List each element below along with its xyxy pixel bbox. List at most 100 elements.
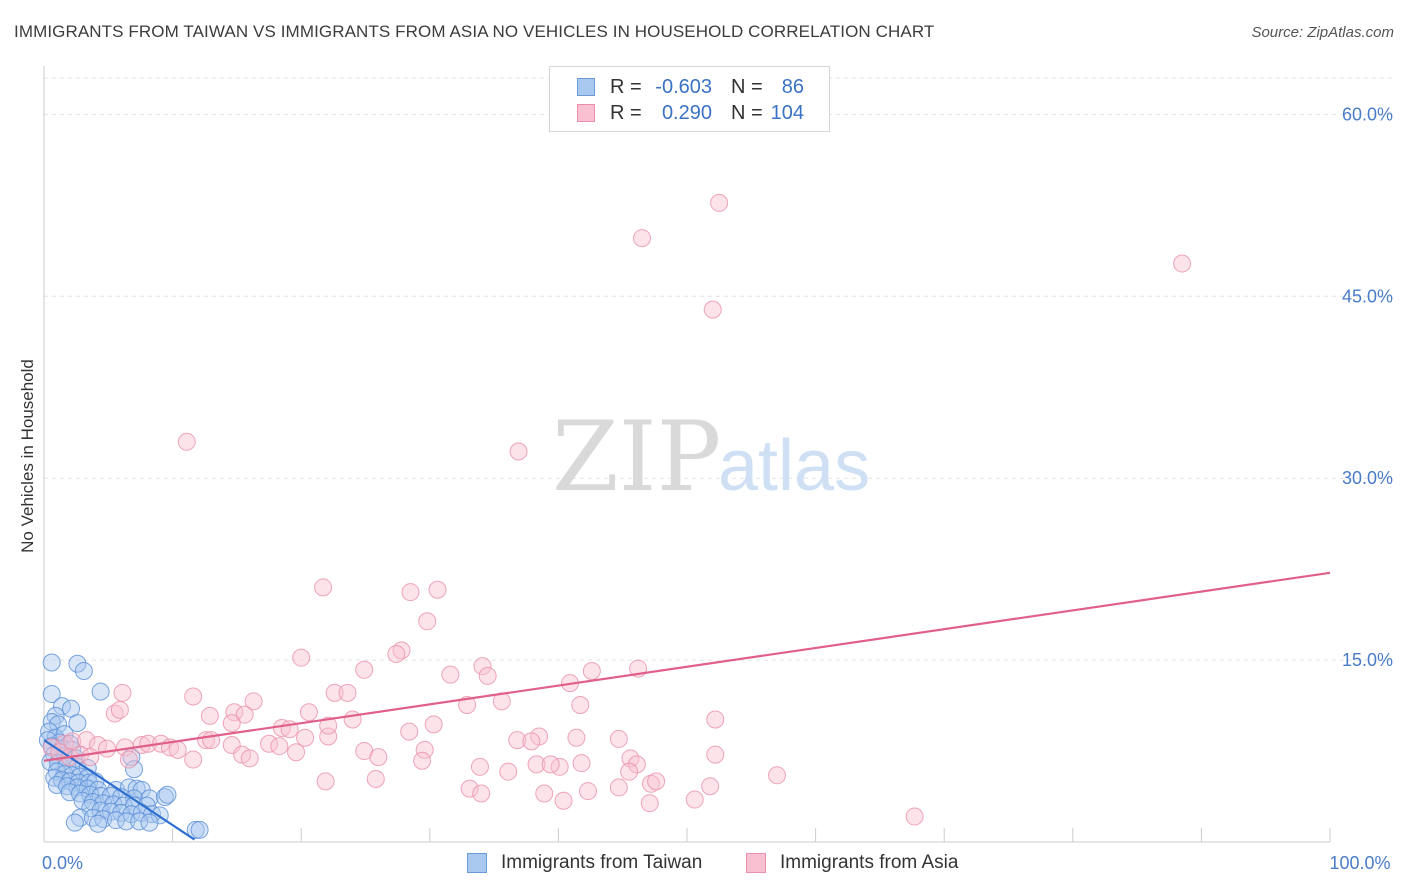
taiwan-point <box>140 789 159 808</box>
asia-point <box>706 745 725 764</box>
asia-point <box>578 782 597 801</box>
asia-point <box>343 710 362 729</box>
asia-point <box>413 751 432 770</box>
asia-point <box>473 657 492 676</box>
source-label: Source: ZipAtlas.com <box>1251 24 1394 41</box>
correlation-legend: R = -0.603 N = 86 R = 0.290 N = 104 <box>549 66 830 132</box>
legend-r-label: R = <box>610 76 642 98</box>
legend-n-label: N = <box>731 76 763 98</box>
asia-point <box>387 645 406 664</box>
asia-point <box>415 740 434 759</box>
x-tick-label: 100.0% <box>1329 853 1390 873</box>
asia-point <box>703 300 722 319</box>
asia-point <box>244 692 263 711</box>
trend-lines <box>43 571 1331 841</box>
asia-point <box>641 774 660 793</box>
asia-point <box>113 683 132 702</box>
taiwan-point <box>91 682 110 701</box>
taiwan-point <box>42 653 61 672</box>
asia-point <box>701 777 720 796</box>
asia-point <box>905 807 924 826</box>
legend-swatch-taiwan <box>577 78 595 96</box>
asia-point <box>470 757 489 776</box>
taiwan-point <box>155 788 174 807</box>
asia-point <box>287 743 306 762</box>
bottom-legend-label-asia: Immigrants from Asia <box>780 852 959 873</box>
asia-point <box>441 665 460 684</box>
taiwan-point <box>190 820 209 839</box>
legend-n-label: N = <box>731 102 763 124</box>
asia-point <box>392 641 411 660</box>
asia-point <box>270 737 289 756</box>
asia-point <box>98 739 117 758</box>
legend-n-value: 104 <box>770 102 804 124</box>
asia-point <box>401 583 420 602</box>
asia-point <box>225 703 244 722</box>
asia-point <box>235 705 254 724</box>
asia-point <box>571 695 590 714</box>
legend-swatch-asia <box>577 104 595 122</box>
asia-point <box>296 728 315 747</box>
asia-point <box>338 683 357 702</box>
asia-point <box>522 732 541 751</box>
x-tick-label: 0.0% <box>42 853 83 873</box>
taiwan-point <box>158 785 177 804</box>
asia-point <box>319 727 338 746</box>
taiwan-point <box>71 808 90 827</box>
asia-point <box>685 790 704 809</box>
asia-point <box>541 755 560 774</box>
asia-point <box>202 731 221 750</box>
taiwan-point <box>125 760 144 779</box>
asia-point <box>292 648 311 667</box>
watermark-atlas: atlas <box>718 426 870 506</box>
asia-point <box>554 791 573 810</box>
asia-point <box>299 703 318 722</box>
asia-point <box>314 578 333 597</box>
bottom-legend-swatch-taiwan <box>467 853 487 873</box>
asia-point <box>640 794 659 813</box>
bottom-legend-label-taiwan: Immigrants from Taiwan <box>501 852 703 873</box>
grid-lines <box>44 77 1394 661</box>
asia-point <box>319 716 338 735</box>
asia-point <box>609 778 628 797</box>
asia-point <box>260 734 279 753</box>
asia-point <box>424 715 443 734</box>
asia-point <box>81 748 100 767</box>
asia-point <box>325 683 344 702</box>
asia-point <box>710 193 729 212</box>
asia-point <box>535 784 554 803</box>
asia-point <box>647 772 666 791</box>
asia-point <box>240 749 259 768</box>
legend-r-label: R = <box>610 102 642 124</box>
asia-point <box>472 784 491 803</box>
legend-row-taiwan: R = -0.603 N = 86 <box>550 75 829 101</box>
asia-point <box>222 714 241 733</box>
asia-point <box>184 750 203 769</box>
asia-point <box>428 580 447 599</box>
y-tick-label: 30.0% <box>1342 468 1393 488</box>
asia-point <box>177 432 196 451</box>
watermark-zip: ZIP <box>552 401 721 513</box>
asia-point <box>119 750 138 769</box>
trend-line-asia <box>43 571 1331 762</box>
asia-point <box>184 687 203 706</box>
taiwan-point <box>89 814 108 833</box>
asia-point <box>200 706 219 725</box>
asia-point <box>527 755 546 774</box>
asia-point <box>110 700 129 719</box>
asia-point <box>316 772 335 791</box>
taiwan-point <box>186 820 205 839</box>
asia-point <box>366 769 385 788</box>
taiwan-point <box>49 715 68 734</box>
asia-point <box>582 662 601 681</box>
asia-point <box>632 229 651 248</box>
asia-point <box>63 732 82 751</box>
asia-point <box>609 729 628 748</box>
legend-r-value: 0.290 <box>661 102 712 124</box>
legend-n-value: 86 <box>781 76 804 98</box>
asia-point <box>509 442 528 461</box>
asia-point <box>499 762 518 781</box>
taiwan-point <box>94 809 113 828</box>
taiwan-point <box>74 662 93 681</box>
